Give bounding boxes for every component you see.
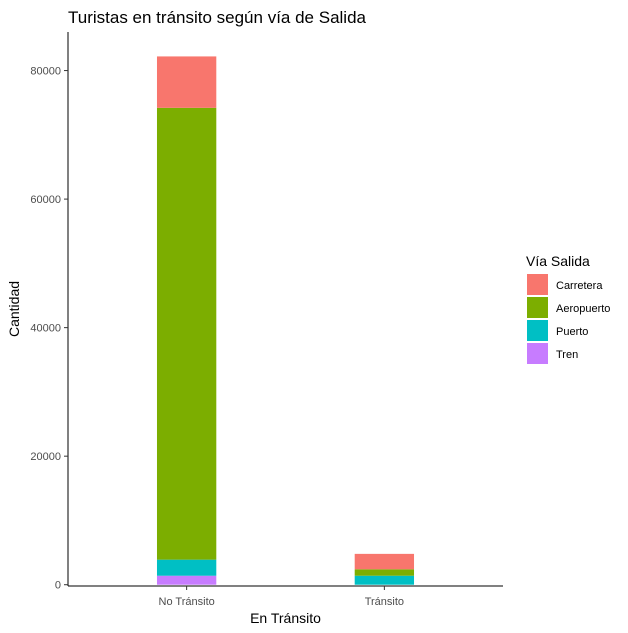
chart-title: Turistas en tránsito según vía de Salida: [68, 8, 367, 27]
bar-segment-tren-1: [156, 575, 217, 585]
bar-segment-carretera-1: [156, 56, 217, 108]
bars-layer: [156, 56, 415, 585]
y-tick-label: 20000: [30, 451, 61, 463]
legend-label-aeropuerto: Aeropuerto: [556, 303, 610, 315]
y-ticks-layer: 0 20000 40000 60000 80000: [30, 66, 68, 592]
y-axis-title: Cantidad: [6, 281, 22, 337]
bar-segment-aeropuerto-1: [156, 107, 217, 560]
legend: Vía Salida Carretera Aeropuerto Puerto Tren: [526, 253, 610, 364]
legend-swatch-carretera: [527, 274, 548, 295]
x-tick-label: Tránsito: [365, 596, 404, 608]
y-tick-label: 60000: [30, 194, 61, 206]
legend-label-tren: Tren: [556, 349, 578, 361]
bar-segment-puerto-1: [156, 559, 217, 576]
bar-segment-carretera-2: [354, 553, 415, 570]
bar-segment-aeropuerto-2: [354, 569, 415, 576]
x-ticks-layer: No Tránsito Tránsito: [159, 586, 404, 608]
legend-title: Vía Salida: [526, 253, 590, 269]
y-tick-label: 80000: [30, 66, 61, 78]
legend-label-puerto: Puerto: [556, 326, 588, 338]
legend-swatch-aeropuerto: [527, 297, 548, 318]
y-tick-label: 40000: [30, 323, 61, 335]
y-tick-label: 0: [55, 580, 61, 592]
x-tick-label: No Tránsito: [159, 596, 215, 608]
legend-label-carretera: Carretera: [556, 280, 603, 292]
bar-segment-puerto-2: [354, 575, 415, 585]
legend-swatch-puerto: [527, 320, 548, 341]
x-axis-title: En Tránsito: [250, 610, 321, 626]
legend-swatch-tren: [527, 343, 548, 364]
